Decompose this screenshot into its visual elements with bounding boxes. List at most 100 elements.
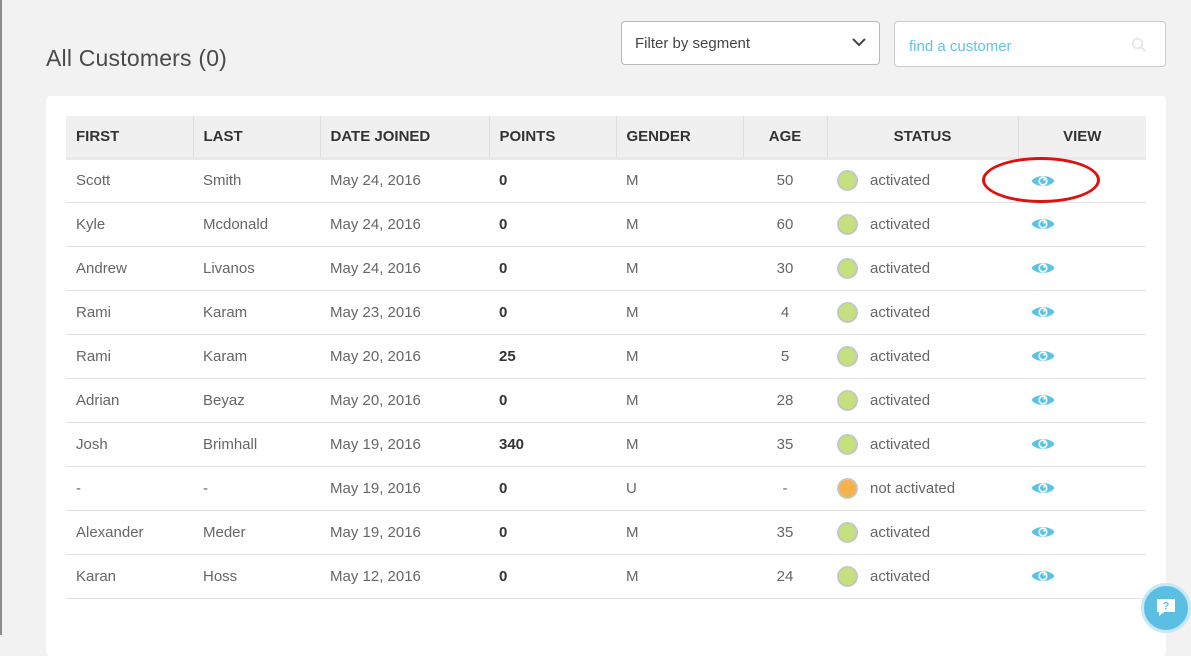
cell-date-joined: May 20, 2016 <box>320 334 489 379</box>
cell-points: 340 <box>489 422 616 467</box>
table-row: Kyle Mcdonald May 24, 2016 0 M 60 activated <box>66 202 1146 247</box>
status-dot-icon <box>837 345 858 367</box>
status-label: activated <box>870 303 931 321</box>
status-indicator: activated <box>837 257 1018 279</box>
customer-search-box[interactable] <box>894 21 1166 67</box>
status-dot-icon <box>837 170 858 191</box>
cell-gender: M <box>616 334 743 379</box>
cell-points: 0 <box>489 158 616 203</box>
eye-icon[interactable] <box>1030 348 1056 364</box>
page-title: All Customers (0) <box>46 45 228 72</box>
svg-text:?: ? <box>1163 601 1170 613</box>
status-indicator: activated <box>837 170 1018 191</box>
table-row: Rami Karam May 23, 2016 0 M 4 activated <box>66 290 1146 335</box>
cell-age: 60 <box>743 202 827 247</box>
cell-gender: M <box>616 422 743 467</box>
cell-status: not activated <box>827 466 1018 511</box>
column-header-age[interactable]: AGE <box>743 116 828 160</box>
status-indicator: activated <box>837 521 1018 543</box>
cell-points: 0 <box>489 378 616 423</box>
cell-points: 0 <box>489 246 616 291</box>
column-header-status[interactable]: STATUS <box>827 116 1019 160</box>
cell-first-name: Rami <box>66 334 193 379</box>
segment-filter-value: Filter by segment <box>635 34 751 52</box>
column-header-points[interactable]: POINTS <box>489 116 617 160</box>
cell-gender: M <box>616 202 743 247</box>
cell-age: 35 <box>743 422 827 467</box>
cell-first-name: Kyle <box>66 202 193 247</box>
cell-last-name: Beyaz <box>193 378 320 423</box>
column-header-first[interactable]: FIRST <box>66 116 194 160</box>
customers-card: FIRST LAST DATE JOINED POINTS GENDER AGE… <box>46 96 1166 656</box>
column-header-last[interactable]: LAST <box>193 116 321 160</box>
column-header-date-joined[interactable]: DATE JOINED <box>320 116 490 160</box>
column-header-gender[interactable]: GENDER <box>616 116 744 160</box>
cell-status: activated <box>827 334 1018 379</box>
cell-date-joined: May 19, 2016 <box>320 510 489 555</box>
eye-icon[interactable] <box>1030 524 1056 540</box>
column-header-view: VIEW <box>1018 116 1146 160</box>
customer-search-input[interactable] <box>907 34 1126 58</box>
search-icon[interactable] <box>1131 37 1147 53</box>
cell-status: activated <box>827 158 1018 203</box>
status-indicator: not activated <box>837 477 1018 499</box>
help-icon: ? <box>1157 599 1175 616</box>
segment-filter-dropdown[interactable]: Filter by segment <box>621 21 880 65</box>
eye-icon[interactable] <box>1030 173 1056 189</box>
status-label: not activated <box>870 479 956 497</box>
cell-first-name: Adrian <box>66 378 193 423</box>
status-label: activated <box>870 172 931 189</box>
eye-icon[interactable] <box>1030 436 1056 452</box>
cell-status: activated <box>827 290 1018 335</box>
cell-last-name: - <box>193 466 320 511</box>
status-dot-icon <box>837 433 858 455</box>
eye-icon[interactable] <box>1030 216 1056 232</box>
cell-gender: M <box>616 554 743 599</box>
cell-points: 0 <box>489 510 616 555</box>
cell-last-name: Brimhall <box>193 422 320 467</box>
cell-status: activated <box>827 422 1018 467</box>
table-row: Scott Smith May 24, 2016 0 M 50 activated <box>66 158 1146 203</box>
help-button[interactable]: ? <box>1141 583 1191 633</box>
status-indicator: activated <box>837 301 1018 323</box>
cell-view <box>1018 510 1146 555</box>
cell-status: activated <box>827 246 1018 291</box>
cell-first-name: Alexander <box>66 510 193 555</box>
cell-date-joined: May 19, 2016 <box>320 466 489 511</box>
status-label: activated <box>870 215 931 233</box>
eye-icon[interactable] <box>1030 304 1056 320</box>
cell-date-joined: May 24, 2016 <box>320 246 489 291</box>
cell-view <box>1018 422 1146 467</box>
cell-view <box>1018 158 1146 203</box>
cell-view <box>1018 202 1146 247</box>
status-label: activated <box>870 523 931 541</box>
cell-gender: M <box>616 290 743 335</box>
cell-first-name: - <box>66 466 193 511</box>
status-indicator: activated <box>837 345 1018 367</box>
table-row: Adrian Beyaz May 20, 2016 0 M 28 activated <box>66 378 1146 423</box>
cell-view <box>1018 554 1146 599</box>
cell-view <box>1018 246 1146 291</box>
cell-first-name: Rami <box>66 290 193 335</box>
eye-icon[interactable] <box>1030 392 1056 408</box>
cell-points: 0 <box>489 290 616 335</box>
cell-age: 35 <box>743 510 827 555</box>
cell-age: 30 <box>743 246 827 291</box>
status-label: activated <box>870 259 931 277</box>
cell-date-joined: May 20, 2016 <box>320 378 489 423</box>
cell-first-name: Josh <box>66 422 193 467</box>
status-label: activated <box>870 567 931 585</box>
eye-icon[interactable] <box>1030 260 1056 276</box>
customers-table: FIRST LAST DATE JOINED POINTS GENDER AGE… <box>66 116 1146 599</box>
status-indicator: activated <box>837 433 1018 455</box>
table-row: Andrew Livanos May 24, 2016 0 M 30 activated <box>66 246 1146 291</box>
status-label: activated <box>870 435 931 453</box>
eye-icon[interactable] <box>1030 480 1056 496</box>
status-dot-icon <box>837 257 858 279</box>
cell-gender: U <box>616 466 743 511</box>
eye-icon[interactable] <box>1030 568 1056 584</box>
cell-age: 28 <box>743 378 827 423</box>
cell-view <box>1018 378 1146 423</box>
cell-status: activated <box>827 378 1018 423</box>
cell-date-joined: May 23, 2016 <box>320 290 489 335</box>
